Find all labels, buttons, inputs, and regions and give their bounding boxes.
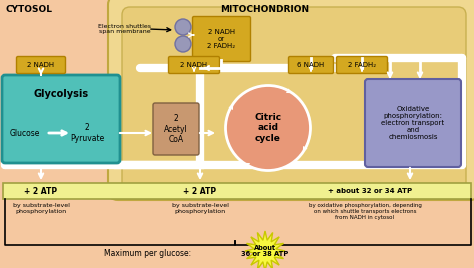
Text: Citric
acid
cycle: Citric acid cycle [255, 113, 282, 143]
FancyBboxPatch shape [365, 79, 461, 167]
Text: 2
Pyruvate: 2 Pyruvate [70, 123, 104, 143]
Text: Glycolysis: Glycolysis [34, 89, 89, 99]
FancyBboxPatch shape [122, 7, 466, 191]
Text: 2 NADH: 2 NADH [27, 62, 55, 68]
Text: Maximum per glucose:: Maximum per glucose: [104, 248, 191, 258]
FancyBboxPatch shape [153, 103, 199, 155]
Text: by substrate-level
phosphorylation: by substrate-level phosphorylation [13, 203, 69, 214]
Polygon shape [245, 231, 285, 268]
Text: 2 NADH: 2 NADH [181, 62, 208, 68]
Text: Glucose: Glucose [10, 128, 40, 137]
FancyBboxPatch shape [168, 57, 219, 73]
Text: 6 NADH: 6 NADH [297, 62, 325, 68]
FancyBboxPatch shape [3, 183, 471, 199]
FancyBboxPatch shape [2, 75, 120, 163]
FancyBboxPatch shape [17, 57, 65, 73]
Circle shape [175, 19, 191, 35]
Text: 2 NADH
or
2 FADH₂: 2 NADH or 2 FADH₂ [208, 29, 236, 49]
Text: + 2 ATP: + 2 ATP [25, 187, 57, 195]
Text: by substrate-level
phosphorylation: by substrate-level phosphorylation [172, 203, 228, 214]
FancyBboxPatch shape [192, 17, 250, 61]
Text: CYTOSOL: CYTOSOL [6, 5, 53, 14]
Ellipse shape [226, 85, 310, 170]
Text: Oxidative
phosphorylation:
electron transport
and
chemiosmosis: Oxidative phosphorylation: electron tran… [382, 106, 445, 140]
FancyBboxPatch shape [289, 57, 334, 73]
Text: MITOCHONDRION: MITOCHONDRION [220, 5, 310, 14]
Text: 2 FADH₂: 2 FADH₂ [348, 62, 376, 68]
Text: by oxidative phosphorylation, depending
on which shuttle transports electrons
fr: by oxidative phosphorylation, depending … [309, 203, 421, 219]
Text: Electron shuttles
span membrane: Electron shuttles span membrane [99, 24, 152, 34]
Text: 2
Acetyl
CoA: 2 Acetyl CoA [164, 114, 188, 144]
Circle shape [175, 36, 191, 52]
Text: + about 32 or 34 ATP: + about 32 or 34 ATP [328, 188, 412, 194]
FancyBboxPatch shape [108, 0, 474, 200]
Text: About
36 or 38 ATP: About 36 or 38 ATP [241, 244, 289, 258]
FancyBboxPatch shape [337, 57, 388, 73]
Text: + 2 ATP: + 2 ATP [183, 187, 217, 195]
